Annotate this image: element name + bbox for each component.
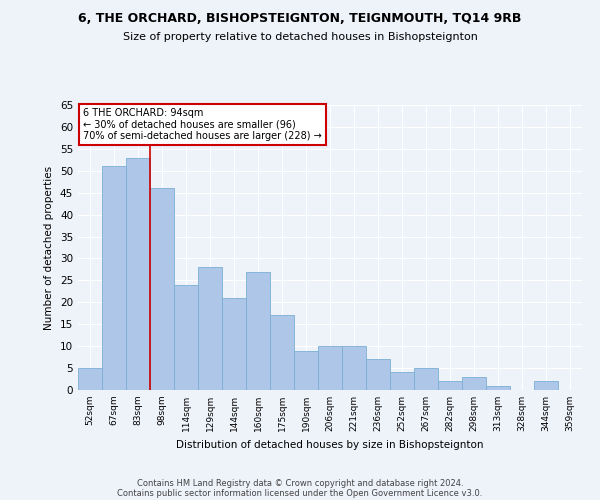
Bar — [126, 158, 150, 390]
Bar — [462, 377, 486, 390]
Bar — [534, 381, 558, 390]
Bar — [294, 350, 318, 390]
Bar — [438, 381, 462, 390]
Bar — [486, 386, 510, 390]
Bar — [78, 368, 102, 390]
Bar — [150, 188, 174, 390]
Text: Contains public sector information licensed under the Open Government Licence v3: Contains public sector information licen… — [118, 488, 482, 498]
Text: Size of property relative to detached houses in Bishopsteignton: Size of property relative to detached ho… — [122, 32, 478, 42]
Bar — [366, 360, 390, 390]
Bar — [102, 166, 126, 390]
Bar — [270, 316, 294, 390]
Bar — [390, 372, 414, 390]
Bar — [174, 285, 198, 390]
Bar — [246, 272, 270, 390]
Bar — [414, 368, 438, 390]
Text: 6 THE ORCHARD: 94sqm
← 30% of detached houses are smaller (96)
70% of semi-detac: 6 THE ORCHARD: 94sqm ← 30% of detached h… — [83, 108, 322, 141]
Bar — [342, 346, 366, 390]
Bar — [222, 298, 246, 390]
X-axis label: Distribution of detached houses by size in Bishopsteignton: Distribution of detached houses by size … — [176, 440, 484, 450]
Bar — [198, 267, 222, 390]
Text: 6, THE ORCHARD, BISHOPSTEIGNTON, TEIGNMOUTH, TQ14 9RB: 6, THE ORCHARD, BISHOPSTEIGNTON, TEIGNMO… — [79, 12, 521, 26]
Bar — [318, 346, 342, 390]
Y-axis label: Number of detached properties: Number of detached properties — [44, 166, 55, 330]
Text: Contains HM Land Registry data © Crown copyright and database right 2024.: Contains HM Land Registry data © Crown c… — [137, 478, 463, 488]
